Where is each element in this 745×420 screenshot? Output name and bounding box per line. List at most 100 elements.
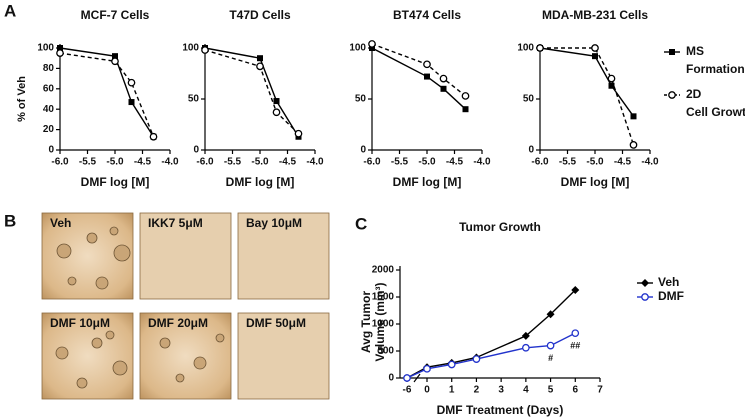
axis-break [413, 373, 421, 383]
legend-label: MS Formation [686, 44, 745, 76]
y-axis-label: % of Veh [16, 76, 28, 122]
image-tile [237, 212, 330, 300]
marker [368, 40, 376, 48]
spheroid [175, 373, 185, 383]
x-tick-label: -6.0 [363, 157, 381, 168]
marker [546, 310, 555, 319]
spheroid [215, 333, 225, 343]
marker [112, 53, 118, 60]
annotation: # [548, 353, 553, 363]
x-tick-label: -5.0 [251, 157, 269, 168]
x-tick-label: -5.5 [79, 157, 97, 168]
y-tick-label: 20 [43, 124, 55, 135]
marker [521, 331, 530, 340]
marker [669, 49, 675, 55]
x-tick-label: -6.0 [531, 157, 549, 168]
marker [111, 57, 119, 66]
image-label: DMF 10μM [50, 316, 110, 330]
marker [641, 279, 649, 287]
marker [447, 360, 456, 369]
marker [591, 44, 599, 52]
marker [440, 85, 447, 92]
marker [403, 374, 411, 382]
x-tick-label: 4 [523, 385, 529, 396]
spheroid [55, 346, 69, 360]
y-tick-label: 80 [43, 63, 55, 74]
y-axis-label: Avg Tumor [359, 291, 373, 353]
x-tick-label: 6 [573, 385, 579, 396]
image-tile [237, 312, 330, 400]
spheroid [159, 337, 171, 349]
marker [128, 99, 135, 106]
marker [272, 108, 281, 117]
chart-title: Tumor Growth [459, 220, 541, 234]
y-tick-label: 0 [193, 145, 199, 156]
x-tick-label: -6.0 [196, 157, 214, 168]
x-tick-label: -4.0 [641, 157, 659, 168]
x-tick-label: 3 [498, 385, 504, 396]
series-line [371, 47, 466, 110]
spheroid [91, 337, 103, 349]
marker [608, 82, 615, 89]
panel-label: A [4, 1, 16, 20]
series-line [371, 43, 466, 97]
spheroid [113, 244, 131, 262]
x-tick-label: -4.5 [134, 157, 152, 168]
x-tick-label: -5.5 [391, 157, 409, 168]
x-tick-label: 0 [424, 385, 430, 396]
marker [423, 60, 431, 69]
marker [630, 113, 637, 120]
y-tick-label: 50 [188, 94, 200, 105]
marker [257, 55, 263, 62]
marker [423, 364, 431, 373]
y-tick-label: 0 [528, 145, 534, 156]
marker [256, 62, 264, 71]
series-line [59, 52, 155, 138]
marker [462, 106, 469, 113]
x-tick-label: -5.0 [586, 157, 604, 168]
x-tick-label: -4.0 [473, 157, 491, 168]
image-label: IKK7 5μM [148, 216, 203, 230]
x-tick-label: -5.0 [106, 157, 124, 168]
x-tick-label: -4.0 [306, 157, 324, 168]
y-tick-label: 500 [377, 346, 394, 357]
marker [439, 74, 448, 83]
marker [201, 46, 209, 54]
chart-title: BT474 Cells [393, 8, 461, 22]
y-axis-label: Volume (mm³) [373, 282, 387, 361]
x-tick-label: -4.5 [279, 157, 297, 168]
marker [592, 53, 598, 60]
chart-title: MCF-7 Cells [81, 8, 150, 22]
y-tick-label: 100 [517, 43, 534, 54]
spheroid [109, 226, 119, 236]
marker [461, 92, 470, 100]
y-tick-label: 50 [523, 94, 535, 105]
marker [536, 44, 544, 52]
marker [522, 343, 530, 352]
image-label: Veh [50, 216, 71, 230]
x-tick-label: 7 [597, 385, 603, 396]
spheroid [76, 377, 88, 389]
marker [641, 293, 649, 301]
y-tick-label: 50 [355, 94, 367, 105]
x-axis-label: DMF Treatment (Days) [437, 403, 564, 417]
y-tick-label: 1000 [372, 319, 395, 330]
marker [56, 49, 64, 57]
marker [57, 45, 63, 51]
y-tick-label: 0 [48, 145, 54, 156]
x-tick-label: -5.0 [418, 157, 436, 168]
y-tick-label: 1500 [372, 292, 395, 303]
image-label: DMF 20μM [148, 316, 208, 330]
marker [571, 285, 580, 294]
y-tick-label: 40 [43, 104, 55, 115]
image-tile [139, 212, 232, 300]
x-tick-label: -6.0 [51, 157, 69, 168]
series-line [59, 47, 155, 138]
chart-title: MDA-MB-231 Cells [542, 8, 648, 22]
marker [294, 129, 303, 138]
y-tick-label: 100 [182, 43, 199, 54]
x-axis-label: DMF log [M] [393, 175, 462, 189]
x-tick-label: -4.5 [446, 157, 464, 168]
y-tick-label: 100 [349, 43, 366, 54]
